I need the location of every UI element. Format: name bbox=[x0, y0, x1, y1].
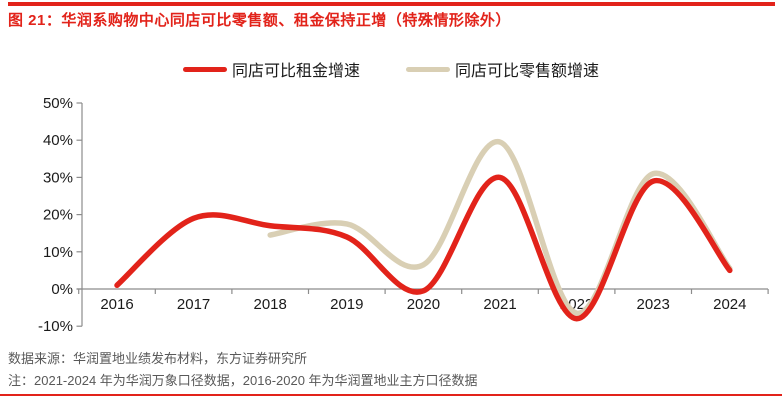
retail-line-swatch bbox=[406, 66, 450, 72]
svg-text:2019: 2019 bbox=[330, 296, 363, 313]
svg-text:10%: 10% bbox=[43, 244, 73, 261]
svg-text:30%: 30% bbox=[43, 169, 73, 186]
legend-label-rent-growth: 同店可比租金增速 bbox=[231, 63, 360, 80]
svg-text:40%: 40% bbox=[43, 132, 73, 149]
svg-text:2023: 2023 bbox=[637, 296, 670, 313]
data-source-note: 数据来源：华润置地业绩发布材料，东方证券研究所 bbox=[8, 351, 308, 366]
figure-title: 图 21：华润系购物中心同店可比零售额、租金保持正增（特殊情形除外） bbox=[8, 12, 511, 29]
svg-text:20%: 20% bbox=[43, 207, 73, 224]
svg-text:-10%: -10% bbox=[38, 318, 73, 335]
rent-line-swatch bbox=[182, 66, 227, 72]
legend-item-retail-growth: 同店可比零售额增速 bbox=[406, 57, 599, 81]
svg-text:2020: 2020 bbox=[407, 296, 440, 313]
legend-label-retail-growth: 同店可比零售额增速 bbox=[455, 63, 600, 80]
svg-text:2021: 2021 bbox=[483, 296, 516, 313]
chart-legend: 同店可比租金增速 同店可比零售额增速 bbox=[0, 57, 782, 81]
data-caliber-note: 注：2021-2024 年为华润万象口径数据，2016-2020 年为华润置地业… bbox=[8, 373, 478, 388]
bottom-divider bbox=[0, 394, 782, 396]
svg-text:50%: 50% bbox=[43, 95, 73, 112]
svg-text:0%: 0% bbox=[51, 281, 73, 298]
svg-text:2024: 2024 bbox=[713, 296, 746, 313]
top-divider bbox=[8, 2, 775, 6]
legend-item-rent-growth: 同店可比租金增速 bbox=[182, 57, 360, 81]
svg-text:2017: 2017 bbox=[177, 296, 210, 313]
svg-text:2016: 2016 bbox=[100, 296, 133, 313]
svg-text:2018: 2018 bbox=[254, 296, 287, 313]
